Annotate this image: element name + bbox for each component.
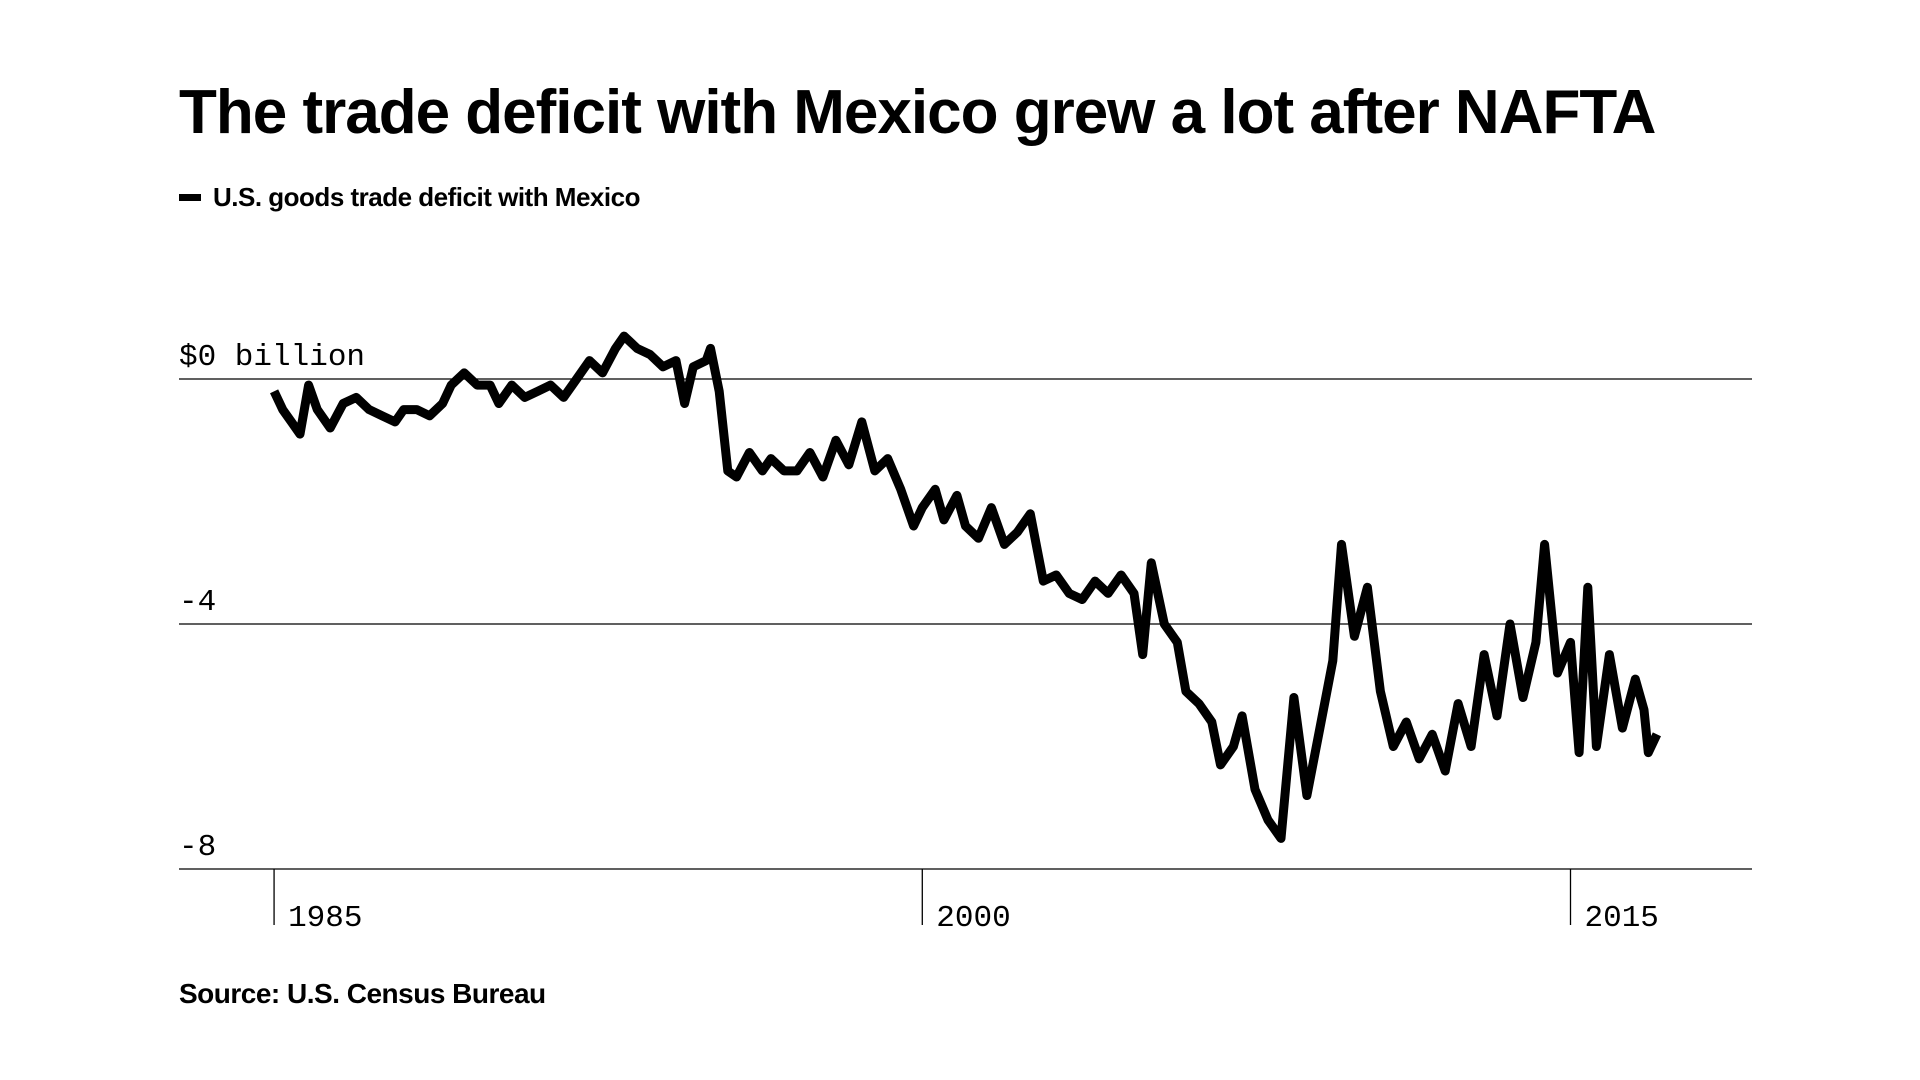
y-axis-tick-labels: $0 billion -4 -8 xyxy=(179,340,365,865)
legend-swatch xyxy=(179,194,201,201)
y-tick-label: -8 xyxy=(179,830,216,865)
y-tick-label: $0 billion xyxy=(179,340,365,375)
x-tick-label: 2015 xyxy=(1585,901,1659,936)
chart-title: The trade deficit with Mexico grew a lot… xyxy=(179,78,1656,147)
legend: U.S. goods trade deficit with Mexico xyxy=(179,182,640,213)
x-axis-ticks: 1985 2000 2015 xyxy=(273,869,1659,936)
y-tick-label: -4 xyxy=(179,585,216,620)
grid-lines xyxy=(179,378,1752,870)
x-tick-label: 2000 xyxy=(936,901,1010,936)
source-note: Source: U.S. Census Bureau xyxy=(179,978,546,1009)
legend-label: U.S. goods trade deficit with Mexico xyxy=(213,182,640,212)
series-line-trade-deficit xyxy=(270,331,1661,843)
series-layer xyxy=(270,331,1661,843)
x-tick-label: 1985 xyxy=(288,901,362,936)
